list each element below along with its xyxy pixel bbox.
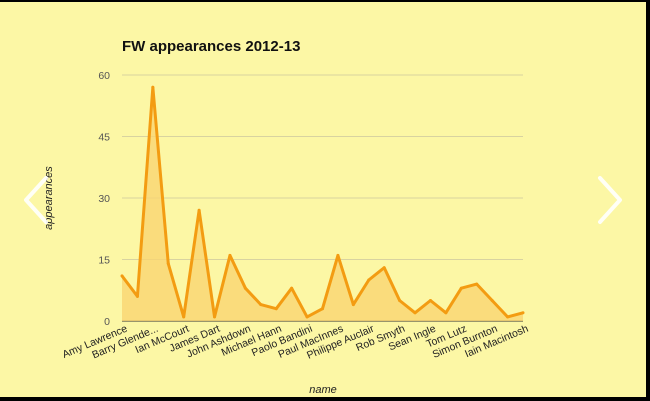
data-point [428, 299, 432, 302]
data-point [290, 286, 294, 290]
y-tick-label: 45 [98, 132, 110, 144]
y-axis-title: appearances [43, 166, 55, 230]
data-point [243, 286, 247, 290]
chart-title: FW appearances 2012-13 [122, 38, 301, 55]
series-line [120, 85, 524, 319]
y-tick-label: 30 [98, 193, 110, 205]
data-point [321, 307, 324, 311]
data-point [367, 278, 371, 282]
data-point [490, 299, 494, 302]
prev-slide-button[interactable] [18, 170, 58, 230]
data-point [197, 208, 201, 212]
series-area [122, 87, 523, 321]
data-point [475, 282, 479, 286]
data-point [521, 311, 525, 315]
data-point [351, 303, 355, 307]
data-point [413, 311, 417, 315]
data-point [444, 311, 448, 315]
data-point [459, 286, 463, 290]
x-axis-title: name [309, 384, 337, 396]
data-point [166, 262, 170, 266]
data-point [382, 266, 386, 270]
data-point [182, 315, 186, 319]
data-point [305, 315, 309, 319]
y-tick-label: 15 [98, 255, 110, 267]
chevron-left-icon [24, 176, 48, 224]
next-slide-button[interactable] [590, 170, 630, 230]
y-tick-label: 0 [104, 316, 110, 328]
data-point [259, 303, 263, 307]
data-point [213, 315, 217, 319]
chart-slide: FW appearances 2012-13 [0, 2, 646, 397]
data-point [398, 299, 402, 302]
data-point [506, 315, 510, 319]
data-point [336, 253, 340, 257]
data-point [120, 274, 124, 278]
y-tick-label: 60 [98, 70, 110, 82]
data-point [151, 85, 155, 89]
chevron-right-icon [598, 176, 622, 224]
data-point [135, 294, 139, 298]
data-point [274, 307, 278, 311]
data-point [228, 253, 232, 257]
